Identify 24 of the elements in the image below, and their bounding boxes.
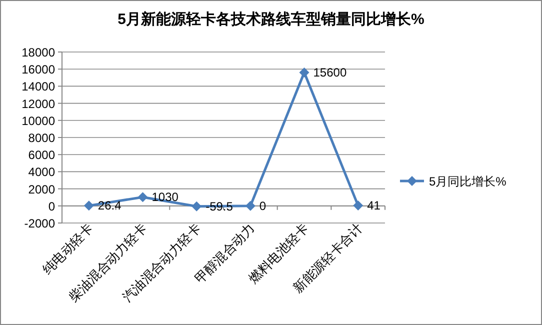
y-tick-label: 14000 xyxy=(22,80,56,94)
y-tick-label: 6000 xyxy=(28,148,56,162)
point xyxy=(299,68,310,78)
y-tick-label: 4000 xyxy=(28,165,56,180)
point xyxy=(84,200,94,211)
legend-label: 5月同比增长% xyxy=(429,174,507,188)
y-tick-label: 12000 xyxy=(22,96,56,111)
data-label: 0 xyxy=(259,198,266,213)
point xyxy=(192,201,202,212)
point xyxy=(353,200,364,211)
data-label: 26.4 xyxy=(98,198,122,213)
y-tick-label: 8000 xyxy=(28,131,56,145)
point xyxy=(138,192,148,202)
y-tick-label: 0 xyxy=(48,199,56,214)
chart-title: 5月新能源轻卡各技术路线车型销量同比增长% xyxy=(118,10,424,28)
y-tick-label: 2000 xyxy=(28,182,56,196)
y-tick-label: 10000 xyxy=(22,114,56,128)
y-tick-label: 16000 xyxy=(22,62,56,77)
data-label: 1030 xyxy=(152,190,179,204)
point xyxy=(245,200,256,211)
data-label: 15600 xyxy=(313,66,347,80)
y-tick-label: 18000 xyxy=(22,46,56,60)
data-label: 41 xyxy=(367,198,381,213)
y-tick-label: -2000 xyxy=(24,216,56,230)
